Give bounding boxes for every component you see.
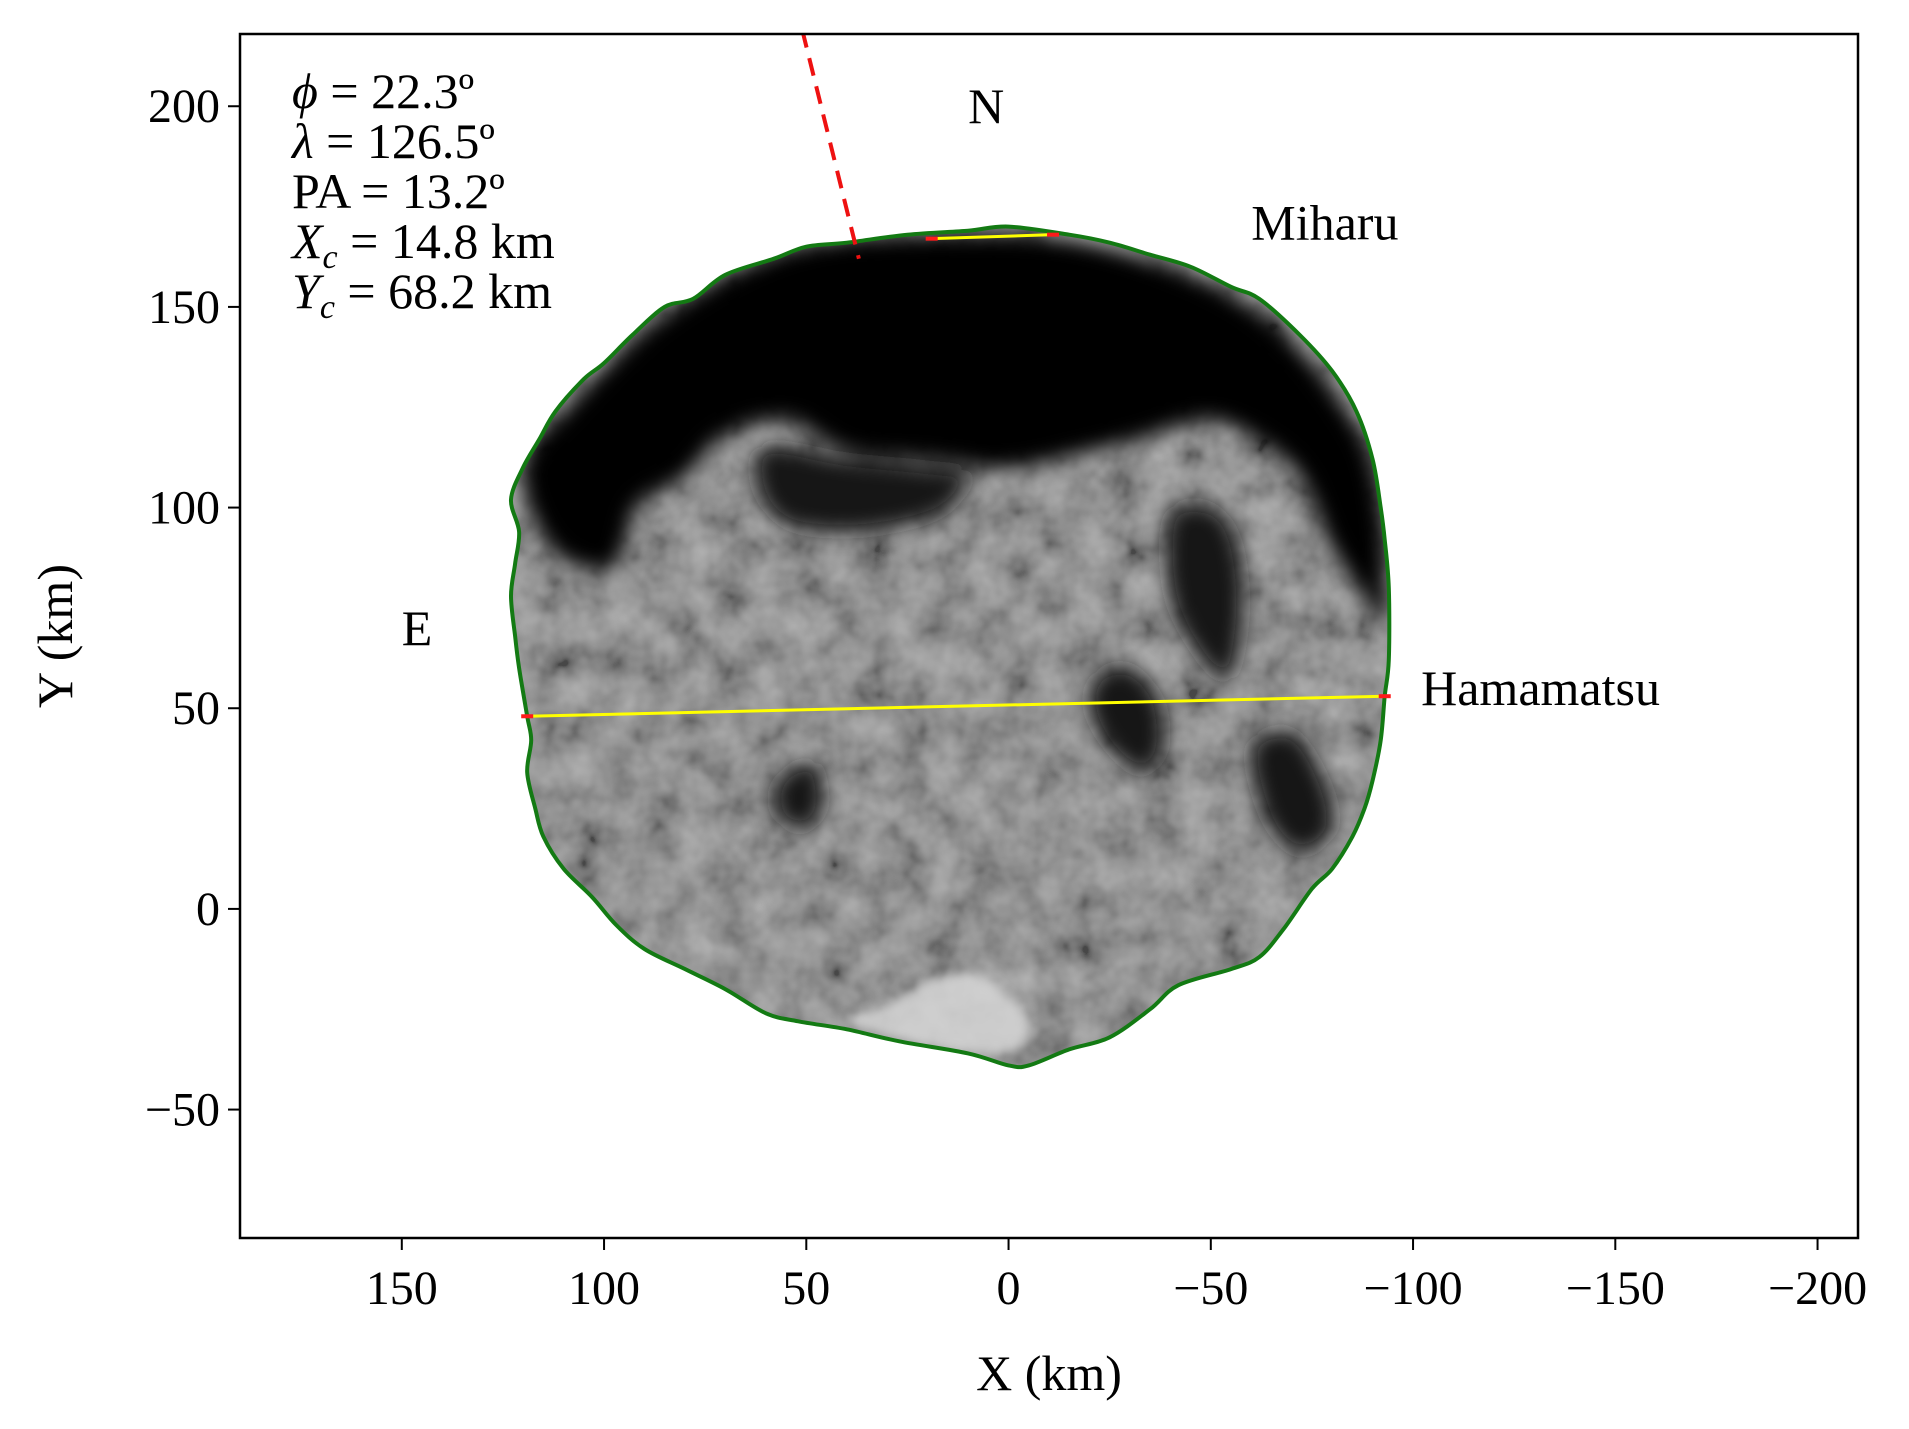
dark-regions xyxy=(522,233,1387,853)
x-tick-label: 0 xyxy=(997,1262,1021,1315)
fit-parameter-line: ϕ = 22.3º xyxy=(292,63,474,119)
north-pole-direction-line xyxy=(801,34,861,260)
dark-region xyxy=(522,233,1387,625)
dark-region xyxy=(1088,666,1164,773)
x-tick-label: −50 xyxy=(1173,1262,1248,1315)
fit-parameter-line: PA = 13.2º xyxy=(292,163,505,219)
x-tick-label: −200 xyxy=(1768,1262,1867,1315)
y-tick-label: 100 xyxy=(148,482,220,535)
chord-line xyxy=(527,694,1385,718)
asteroid-shadow-projection xyxy=(510,226,1390,1068)
dark-region xyxy=(1165,504,1244,680)
dark-region xyxy=(1250,730,1334,853)
annotations: N E Miharu Hamamatsu xyxy=(402,78,1660,716)
bright-region xyxy=(846,972,1030,1055)
y-axis: 200 150 100 50 0 −50 xyxy=(145,80,240,1137)
x-tick-label: −100 xyxy=(1364,1262,1463,1315)
direction-label-e: E xyxy=(402,600,433,656)
dark-region xyxy=(773,762,823,830)
axes-frame xyxy=(238,32,1860,1240)
x-tick-label: 150 xyxy=(366,1262,438,1315)
fit-parameter-line: Xc = 14.8 km xyxy=(290,213,555,276)
chord-label: Hamamatsu xyxy=(1421,660,1660,716)
chord-label: Miharu xyxy=(1251,195,1398,251)
x-tick-label: −150 xyxy=(1566,1262,1665,1315)
x-axis: 150 100 50 0 −50 −100 −150 −200 xyxy=(366,1238,1867,1315)
asteroid-outline xyxy=(508,224,1392,1070)
plot-area xyxy=(508,34,1392,1070)
x-axis-title: X (km) xyxy=(976,1345,1122,1401)
y-tick-label: −50 xyxy=(145,1084,220,1137)
fit-parameter-line: λ = 126.5º xyxy=(290,113,495,169)
x-tick-label: 50 xyxy=(782,1262,830,1315)
direction-label-n: N xyxy=(968,78,1004,134)
y-tick-label: 200 xyxy=(148,80,220,133)
y-axis-title: Y (km) xyxy=(27,564,83,708)
occultation-chords xyxy=(521,232,1391,719)
dark-region xyxy=(754,446,969,532)
y-tick-label: 150 xyxy=(148,281,220,334)
chord-line xyxy=(931,233,1054,241)
fit-parameter-line: Yc = 68.2 km xyxy=(292,263,552,326)
y-tick-label: 50 xyxy=(172,682,220,735)
y-tick-label: 0 xyxy=(196,883,220,936)
x-tick-label: 100 xyxy=(568,1262,640,1315)
